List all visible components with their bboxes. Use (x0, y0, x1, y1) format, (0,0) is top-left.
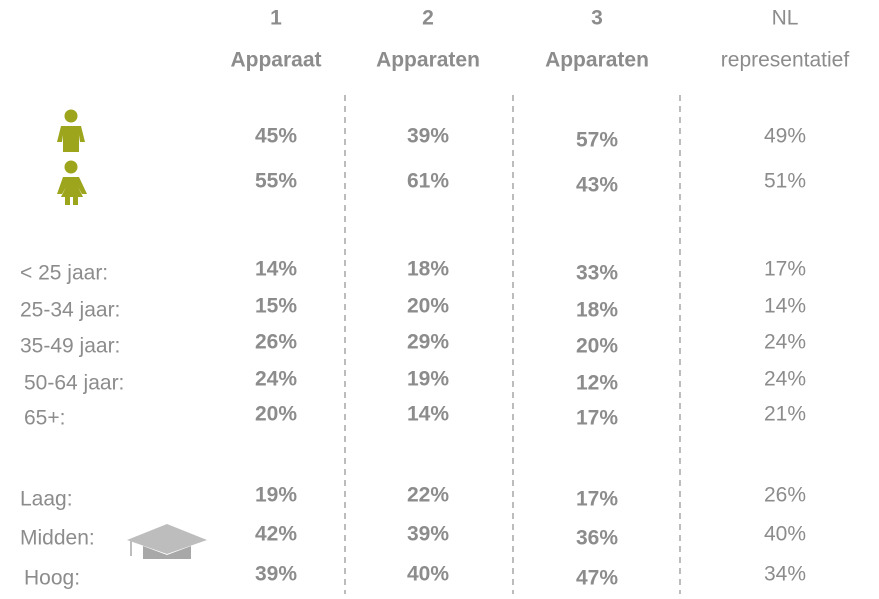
cell-value: 51% (764, 170, 806, 193)
cell-value: 42% (255, 523, 297, 546)
cell-value: 26% (764, 484, 806, 507)
cell-value: 34% (764, 563, 806, 586)
cell-value: 14% (407, 403, 449, 426)
cell-value: 47% (576, 567, 618, 590)
column-number: 1 (270, 7, 282, 30)
cell-value: 39% (407, 125, 449, 148)
graduation-cap-icon (127, 524, 207, 559)
female-icon (57, 160, 87, 205)
cell-value: 14% (764, 295, 806, 318)
column-title: Apparaten (545, 49, 649, 72)
column-number: 3 (591, 7, 603, 30)
column-number: 2 (422, 7, 434, 30)
cell-value: 26% (255, 331, 297, 354)
row-label: 65+: (24, 407, 65, 430)
cell-value: 49% (764, 125, 806, 148)
cell-value: 21% (764, 403, 806, 426)
cell-value: 29% (407, 331, 449, 354)
column-title: representatief (721, 49, 850, 72)
cell-value: 40% (407, 563, 449, 586)
row-label: 50-64 jaar: (24, 372, 124, 395)
cell-value: 61% (407, 170, 449, 193)
cell-value: 39% (407, 523, 449, 546)
cell-value: 14% (255, 258, 297, 281)
cell-value: 12% (576, 372, 618, 395)
cell-value: 19% (255, 484, 297, 507)
cell-value: 20% (576, 335, 618, 358)
cell-value: 17% (576, 407, 618, 430)
male-icon (57, 109, 85, 152)
cell-value: 24% (255, 368, 297, 391)
cell-value: 36% (576, 527, 618, 550)
cell-value: 24% (764, 331, 806, 354)
cell-value: 40% (764, 523, 806, 546)
row-label: 25-34 jaar: (20, 299, 120, 322)
cell-value: 15% (255, 295, 297, 318)
column-dividers (344, 95, 681, 594)
row-label: Midden: (20, 527, 95, 550)
cell-value: 55% (255, 170, 297, 193)
column-number: NL (772, 7, 799, 30)
cell-value: 39% (255, 563, 297, 586)
row-label: 35-49 jaar: (20, 335, 120, 358)
cell-value: 18% (407, 258, 449, 281)
cell-value: 20% (407, 295, 449, 318)
row-label: Hoog: (24, 567, 80, 590)
column-title: Apparaten (376, 49, 480, 72)
row-label: < 25 jaar: (20, 262, 108, 285)
cell-value: 22% (407, 484, 449, 507)
cell-value: 18% (576, 299, 618, 322)
cell-value: 17% (764, 258, 806, 281)
cell-value: 20% (255, 403, 297, 426)
cell-value: 57% (576, 129, 618, 152)
row-label: Laag: (20, 488, 73, 511)
cell-value: 19% (407, 368, 449, 391)
cell-value: 43% (576, 174, 618, 197)
cell-value: 33% (576, 262, 618, 285)
cell-value: 24% (764, 368, 806, 391)
cell-value: 45% (255, 125, 297, 148)
cell-value: 17% (576, 488, 618, 511)
column-title: Apparaat (230, 49, 321, 72)
